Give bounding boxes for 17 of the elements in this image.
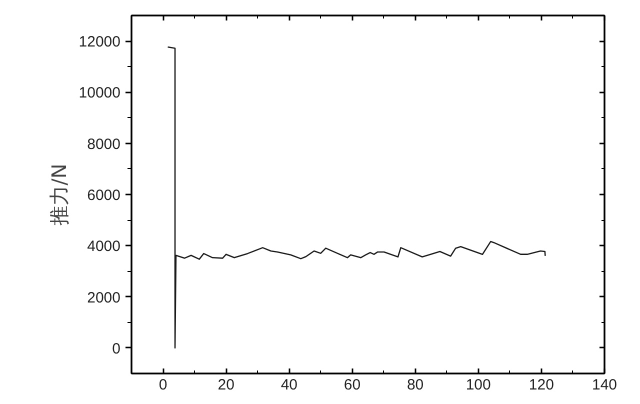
x-tick-label: 80	[406, 376, 424, 394]
y-tick-label: 8000	[87, 136, 121, 153]
y-tick-label: 10000	[78, 84, 121, 102]
x-tick-label: 140	[592, 376, 618, 394]
x-tick-label: 20	[218, 376, 234, 394]
x-tick-label: 0	[158, 376, 168, 394]
x-tick-label: 40	[280, 376, 298, 394]
y-tick-label: 6000	[87, 187, 121, 204]
x-tick-label: 100	[466, 376, 491, 394]
y-tick-label: 4000	[87, 238, 121, 256]
y-tick-label: 12000	[78, 34, 121, 51]
x-tick-label: 120	[528, 376, 554, 394]
y-axis-title: 推力/N	[46, 164, 71, 226]
line-series	[167, 46, 546, 349]
y-tick-label: 0	[112, 340, 120, 358]
y-tick-label: 2000	[87, 289, 121, 306]
x-tick-label: 60	[344, 376, 361, 394]
